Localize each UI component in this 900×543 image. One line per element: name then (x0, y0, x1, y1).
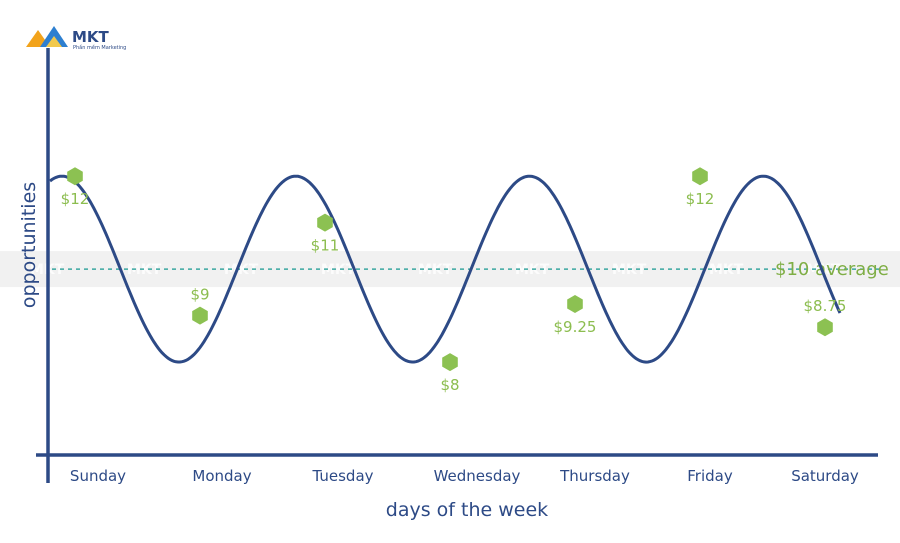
y-axis-title: opportunities (18, 182, 40, 308)
price-label-monday: $9 (190, 286, 209, 304)
average-label: $10 average (775, 259, 889, 280)
x-tick-monday: Monday (192, 467, 251, 485)
x-axis-title: days of the week (386, 499, 548, 521)
watermark-text: MKT (321, 262, 356, 278)
price-label-thursday: $9.25 (554, 318, 597, 336)
price-label-tuesday: $11 (311, 237, 340, 255)
price-label-sunday: $12 (61, 190, 90, 208)
data-point-tuesday (317, 213, 333, 232)
data-points: $12 $9 $11 $8 $9.25 $12 $8.75 (61, 167, 847, 394)
logo: MKT Phần mềm Marketing (26, 26, 126, 51)
price-label-saturday: $8.75 (804, 297, 847, 315)
watermark-text: MKT (515, 262, 550, 278)
x-tick-thursday: Thursday (559, 467, 630, 485)
watermark-text: MKT (224, 262, 259, 278)
data-point-wednesday (442, 353, 458, 372)
opportunity-curve (49, 174, 842, 364)
logo-tagline: Phần mềm Marketing (73, 43, 126, 51)
x-tick-wednesday: Wednesday (434, 467, 521, 485)
data-point-sunday (67, 167, 83, 186)
data-point-saturday (817, 318, 833, 337)
watermark-text: MKT (418, 262, 453, 278)
watermark-text: MKT (127, 262, 162, 278)
x-tick-saturday: Saturday (791, 467, 859, 485)
watermark-text: MKT (612, 262, 647, 278)
x-tick-friday: Friday (687, 467, 733, 485)
data-point-monday (192, 306, 208, 325)
data-point-friday (692, 167, 708, 186)
x-tick-sunday: Sunday (70, 467, 126, 485)
x-tick-labels: Sunday Monday Tuesday Wednesday Thursday Frid… (70, 467, 859, 485)
data-point-thursday (567, 295, 583, 313)
price-label-friday: $12 (686, 190, 715, 208)
price-label-wednesday: $8 (440, 376, 459, 394)
x-tick-tuesday: Tuesday (311, 467, 373, 485)
watermark-text: MKT (709, 262, 744, 278)
logo-mountain-center-icon (46, 36, 62, 47)
logo-brand: MKT (72, 28, 110, 46)
